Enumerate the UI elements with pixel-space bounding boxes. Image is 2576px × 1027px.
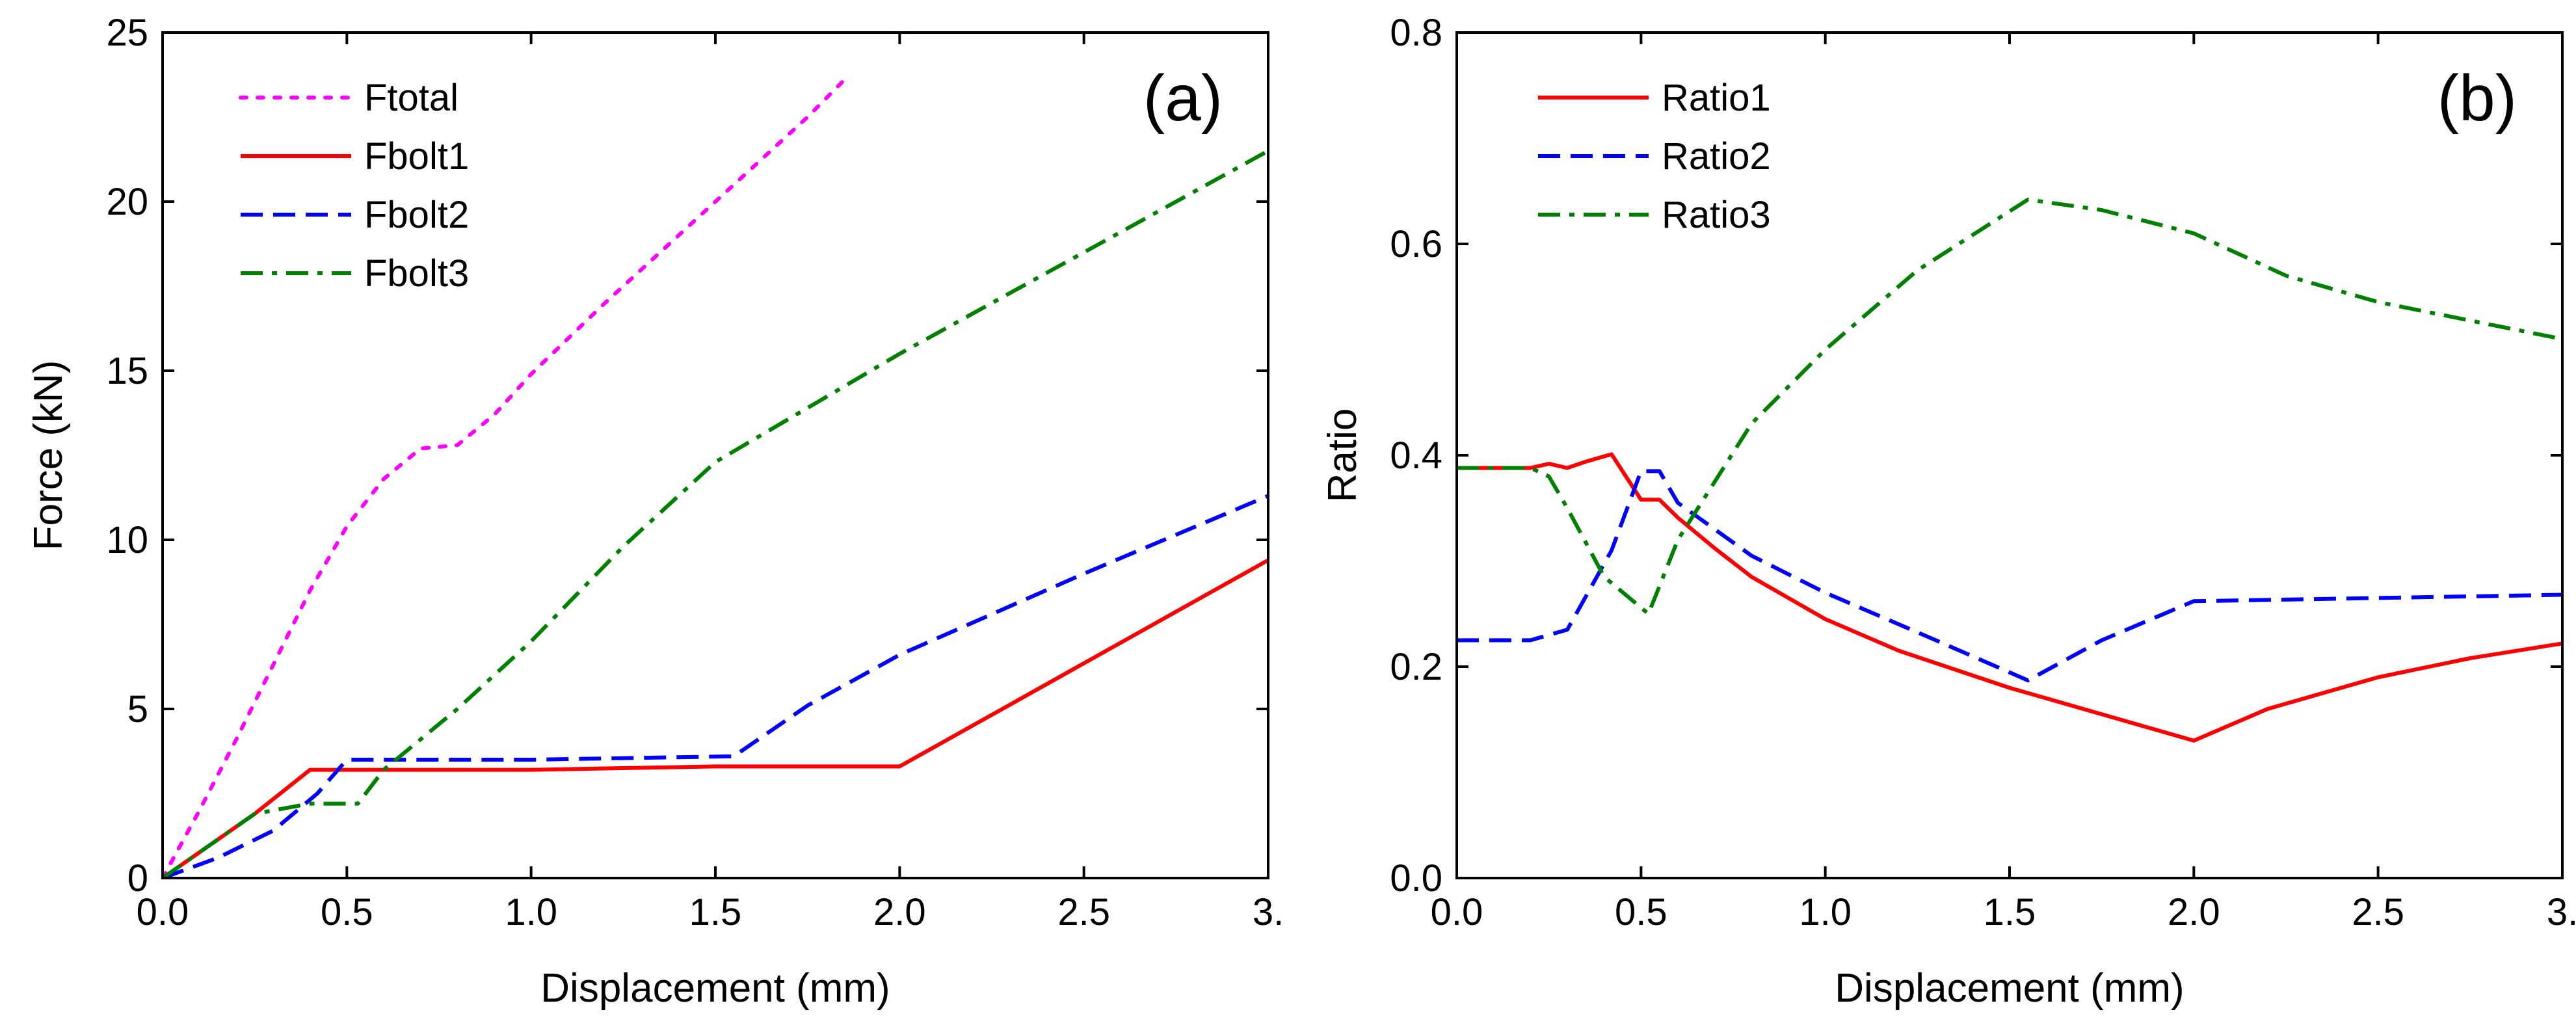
y-axis-title: Force (kN) (26, 360, 71, 551)
y-tick-label: 0.0 (1390, 857, 1442, 900)
x-tick-label: 0.0 (137, 891, 189, 933)
y-tick-label: 0 (127, 857, 148, 900)
x-tick-label: 1.0 (505, 891, 557, 933)
legend-label: Ratio3 (1662, 194, 1771, 236)
axes-frame (161, 31, 1269, 879)
axes-frame (1455, 31, 2564, 879)
x-axis-title: Displacement (mm) (1835, 966, 2184, 1011)
y-tick-label: 20 (106, 181, 148, 223)
y-tick-label: 15 (106, 350, 148, 392)
legend-label: Ftotal (364, 77, 458, 119)
y-tick-label: 25 (106, 12, 148, 54)
series-line-fbolt1 (163, 558, 1268, 878)
panel-b: 0.0 0.5 1.0 1.5 2.0 2.5 3. 0.0 0.2 0.4 0.6 0.8 Displ… (1320, 12, 2576, 1011)
x-tick-label: 0.5 (321, 891, 373, 933)
x-tick-label: 2.0 (873, 891, 926, 933)
series-line-fbolt2 (163, 494, 1268, 878)
series-line-ratio1 (1457, 452, 2562, 743)
legend-label: Fbolt2 (364, 194, 469, 236)
legend-label: Fbolt3 (364, 252, 469, 295)
x-tick-label: 1.5 (689, 891, 742, 933)
series-line-ratio2 (1457, 469, 2562, 683)
legend-label: Ratio1 (1662, 77, 1771, 119)
panel-a: 0.0 0.5 1.0 1.5 2.0 2.5 3. 0 5 10 15 20 25 Displaceme… (26, 12, 1284, 1011)
y-tick-label: 10 (106, 519, 148, 561)
x-tick-label: 3. (1253, 891, 1284, 933)
legend-label: Ratio2 (1662, 135, 1771, 178)
x-tick-label: 2.0 (2168, 891, 2220, 933)
y-tick-label: 0.6 (1390, 223, 1442, 265)
x-tick-label: 1.5 (1984, 891, 2036, 933)
y-tick-label: 0.2 (1390, 646, 1442, 688)
series-line-ftotal (163, 77, 847, 878)
legend-label: Fbolt1 (364, 135, 469, 178)
y-tick-label: 5 (127, 688, 148, 730)
x-tick-label: 0.0 (1431, 891, 1483, 933)
x-tick-label: 0.5 (1615, 891, 1667, 933)
legend: Ratio1 Ratio2 Ratio3 (1538, 77, 1771, 236)
x-axis-title: Displacement (mm) (540, 966, 890, 1011)
series-line-ratio3 (1457, 197, 2562, 616)
x-tick-label: 2.5 (2352, 891, 2404, 933)
y-tick-label: 0.4 (1390, 434, 1442, 477)
panel-label: (b) (2437, 62, 2517, 135)
series-line-fbolt3 (163, 149, 1268, 878)
x-tick-label: 1.0 (1799, 891, 1852, 933)
x-tick-label: 2.5 (1057, 891, 1110, 933)
y-tick-label: 0.8 (1390, 12, 1442, 54)
panel-label: (a) (1143, 62, 1223, 135)
y-axis-title: Ratio (1320, 408, 1365, 503)
legend: Ftotal Fbolt1 Fbolt2 Fbolt3 (239, 77, 469, 295)
x-tick-label: 3. (2547, 891, 2576, 933)
